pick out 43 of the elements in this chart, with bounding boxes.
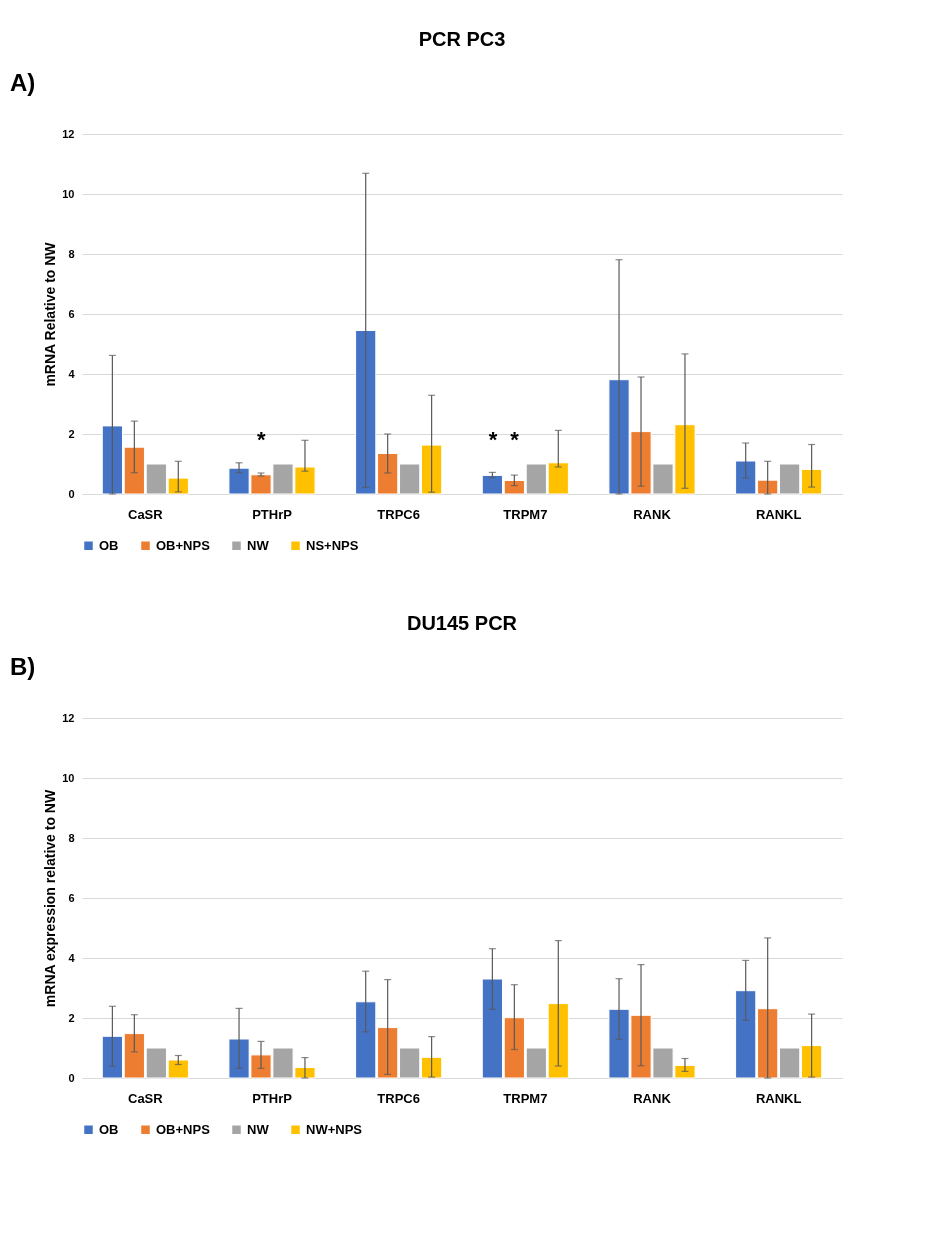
x-tick-label: RANK	[633, 506, 672, 522]
y-tick-label: 0	[68, 1071, 75, 1084]
x-tick-label: PTHrP	[252, 1090, 293, 1106]
legend-label: OB+NPS	[156, 537, 211, 553]
y-tick-label: 4	[68, 367, 76, 380]
legend-label: OB+NPS	[156, 1121, 211, 1137]
x-tick-label: CaSR	[127, 1090, 164, 1106]
x-tick-label: RANKL	[755, 506, 802, 522]
y-tick-label: 0	[68, 487, 75, 500]
legend-label: NS+NPS	[306, 537, 359, 553]
chart-title: PCR PC3	[418, 28, 506, 50]
x-tick-label: TRPC6	[377, 506, 420, 522]
legend-label: NW	[247, 1121, 270, 1137]
y-axis-title: mRNA expression relative to NW	[42, 789, 59, 1008]
y-tick-label: 2	[68, 427, 75, 440]
text: B)	[10, 653, 36, 680]
x-tick-label: RANKL	[755, 1090, 802, 1106]
y-tick-label: 8	[68, 247, 75, 260]
x-tick-label: TRPC6	[377, 1090, 420, 1106]
y-tick-label: 8	[68, 831, 75, 844]
legend-label: NW	[247, 537, 270, 553]
legend-label: NW+NPS	[306, 1121, 363, 1137]
annotation: *	[256, 427, 266, 452]
y-tick-label: 6	[68, 307, 75, 320]
text: A)	[10, 69, 36, 96]
y-tick-label: 10	[62, 187, 75, 200]
y-tick-label: 12	[62, 127, 75, 140]
y-tick-label: 4	[68, 951, 76, 964]
annotation: *	[488, 427, 498, 452]
x-tick-label: TRPM7	[503, 506, 548, 522]
x-tick-label: RANK	[633, 1090, 672, 1106]
chart-title: DU145 PCR	[406, 612, 518, 634]
x-tick-label: PTHrP	[252, 506, 293, 522]
legend-label: OB	[99, 537, 119, 553]
y-tick-label: 6	[68, 891, 75, 904]
y-tick-label: 2	[68, 1011, 75, 1024]
x-tick-label: CaSR	[127, 506, 164, 522]
y-axis-title: mRNA Relative to NW	[42, 241, 59, 387]
x-tick-label: TRPM7	[503, 1090, 548, 1106]
annotation: *	[510, 427, 520, 452]
y-tick-label: 12	[62, 711, 75, 724]
legend-label: OB	[99, 1121, 119, 1137]
y-tick-label: 10	[62, 771, 75, 784]
